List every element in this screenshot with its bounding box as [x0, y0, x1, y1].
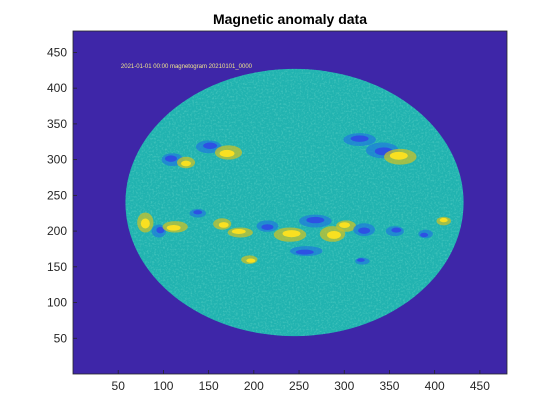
active-region-positive	[227, 227, 253, 238]
active-region-positive	[319, 226, 346, 242]
active-region-negative	[290, 246, 323, 257]
active-region-negative	[189, 208, 206, 218]
disk-detail	[125, 68, 464, 337]
y-tick-label: 300	[47, 153, 67, 167]
active-region-positive	[436, 216, 451, 226]
x-tick-label: 450	[470, 379, 490, 393]
disk-mottle	[125, 68, 464, 337]
y-tick-label: 100	[47, 296, 67, 310]
active-region-positive	[273, 227, 307, 242]
x-tick-label: 150	[199, 379, 219, 393]
active-region-negative	[299, 214, 332, 228]
active-region-negative	[353, 223, 375, 237]
y-axis: 50 100 150 200 250 300 350 400 450	[47, 45, 77, 345]
active-region-negative	[418, 229, 433, 239]
y-tick-label: 150	[47, 260, 67, 274]
y-tick-label: 200	[47, 224, 67, 238]
y-tick-label: 450	[47, 45, 67, 59]
x-tick-label: 300	[334, 379, 354, 393]
y-tick-label: 400	[47, 81, 67, 95]
active-region-negative	[151, 224, 167, 238]
x-tick-label: 250	[289, 379, 309, 393]
active-region-negative	[195, 140, 222, 154]
y-tick-label: 350	[47, 117, 67, 131]
y-tick-label: 250	[47, 188, 67, 202]
active-region-positive	[162, 221, 188, 233]
active-region-negative	[385, 226, 404, 237]
active-region-positive	[384, 148, 417, 165]
x-tick-label: 100	[153, 379, 173, 393]
active-region-negative	[343, 133, 376, 147]
active-region-positive	[214, 145, 243, 160]
x-tick-label: 400	[425, 379, 445, 393]
active-region-positive	[176, 156, 196, 169]
x-tick-label: 200	[244, 379, 264, 393]
active-region-positive	[336, 220, 357, 232]
plot-area: 2021-01-01 00:00 magnetogram 20210101_00…	[73, 31, 507, 374]
x-axis: 50 100 150 200 250 300 350 400 450	[112, 370, 490, 393]
active-regions	[137, 133, 451, 265]
header-annotation: 2021-01-01 00:00 magnetogram 20210101_00…	[121, 64, 253, 70]
x-tick-label: 350	[379, 379, 399, 393]
active-region-negative	[355, 257, 370, 265]
active-region-negative	[256, 220, 279, 232]
active-region-positive	[213, 218, 232, 230]
active-region-positive	[137, 212, 154, 233]
active-region-positive	[241, 255, 258, 264]
x-tick-label: 50	[112, 379, 126, 393]
chart-title: Magnetic anomaly data	[213, 11, 367, 27]
axes-frame	[72, 30, 508, 375]
y-tick-label: 50	[54, 331, 68, 345]
